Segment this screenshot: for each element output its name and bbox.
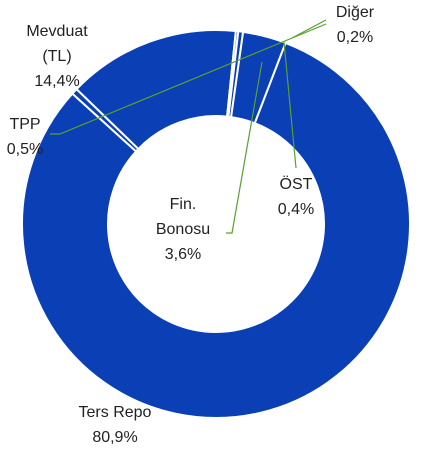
category: Mevduat (TL) xyxy=(26,23,88,65)
slice-label: Fin. Bonosu 3,6% xyxy=(150,192,216,267)
slice-label: ÖST 0,4% xyxy=(271,172,321,222)
leader-line xyxy=(226,61,263,234)
value-label: 3,6% xyxy=(164,246,202,263)
category: Ters Repo xyxy=(78,404,152,421)
category: Fin. Bonosu xyxy=(155,196,211,238)
category: ÖST xyxy=(279,176,313,193)
value-label: 0,5% xyxy=(6,141,44,158)
value-label: 0,2% xyxy=(336,29,374,46)
value-label: 0,4% xyxy=(277,201,315,218)
category: Diğer xyxy=(335,4,375,21)
category: TPP xyxy=(9,116,41,133)
slice-label: TPP 0,5% xyxy=(0,112,50,162)
leader-line xyxy=(50,23,327,135)
leader-lines xyxy=(50,19,327,234)
value-label: 14,4% xyxy=(34,73,80,90)
leader-line xyxy=(283,41,297,169)
slice-label: Diğer 0,2% xyxy=(325,0,385,50)
slice xyxy=(229,30,287,125)
slice-label: Ters Repo 80,9% xyxy=(60,400,170,450)
leader-line xyxy=(291,19,327,39)
value-label: 80,9% xyxy=(92,429,138,446)
slice-label: Mevduat (TL) 14,4% xyxy=(17,19,97,94)
